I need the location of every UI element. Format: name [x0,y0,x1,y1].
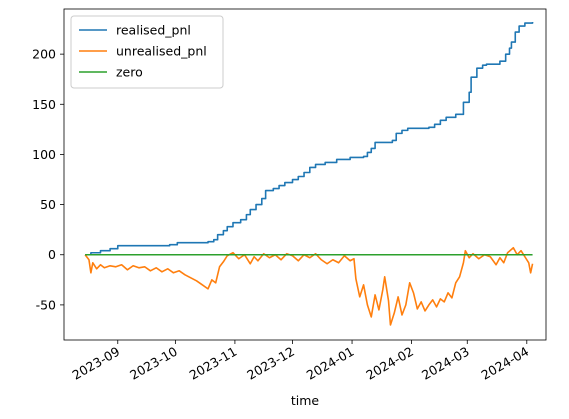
x-axis: 2023-09 2023-10 2023-11 2023-12 2024-01 2024-… [70,340,532,383]
legend-entry: realised_pnl [116,23,191,38]
plot-frame [63,8,547,341]
x-tick-label: 2023-12 [244,344,297,383]
legend-entry: unrealised_pnl [116,44,207,59]
x-tick-label: 2024-02 [363,344,416,383]
y-axis: -50 0 50 100 150 200 [32,47,64,312]
x-tick-label: 2024-03 [419,344,472,383]
y-tick-label: -50 [36,297,56,312]
y-tick-label: 0 [48,247,56,262]
legend-entry: zero [116,65,143,80]
series-line-unrealised-pnl [84,246,534,326]
x-tick-label: 2023-11 [187,344,240,383]
x-tick-label: 2024-04 [479,344,532,383]
legend-box [70,15,224,89]
series-line-realised-pnl [85,22,534,256]
y-tick-label: 200 [32,47,56,62]
series-lines [84,22,534,326]
x-tick-label: 2023-10 [127,344,180,383]
x-tick-label: 2023-09 [70,344,123,383]
y-tick-label: 150 [32,97,56,112]
x-tick-label: 2024-01 [304,344,357,383]
y-tick-label: 100 [32,147,56,162]
y-tick-label: 50 [40,197,56,212]
x-axis-label: time [291,393,320,408]
